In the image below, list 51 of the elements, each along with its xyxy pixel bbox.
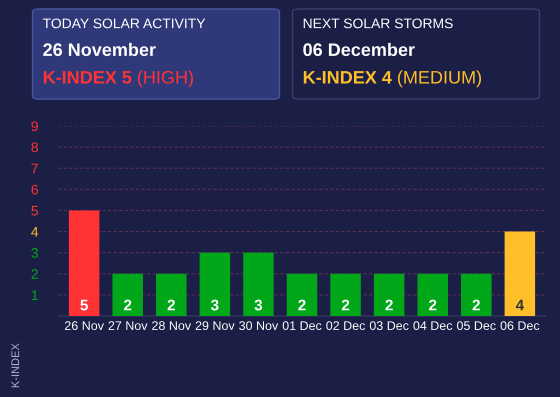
text: 26 November <box>43 42 156 56</box>
bar <box>156 274 187 316</box>
text: K-INDEX 5 <box>44 71 132 84</box>
bar <box>68 210 100 316</box>
bar <box>243 252 274 316</box>
text: NEXT SOLAR STORMS <box>304 18 453 28</box>
data-label: 3 <box>210 300 219 310</box>
y-tick-label: 3 <box>31 248 38 258</box>
x-tick-label: 27 Nov <box>108 321 148 330</box>
x-tick-label: 29 Nov <box>196 321 235 330</box>
y-axis-title: K-INDEX <box>11 343 20 388</box>
bar <box>286 274 318 316</box>
y-tick-label: 5 <box>31 206 38 216</box>
bar <box>461 274 492 316</box>
x-tick-label: 05 Dec <box>456 321 496 330</box>
y-tick-label: 1 <box>32 290 38 300</box>
x-tick-label: 03 Dec <box>370 321 409 330</box>
y-tick-label: 7 <box>32 164 38 174</box>
text: (MEDIUM) <box>398 70 481 88</box>
data-label: 3 <box>254 300 262 310</box>
data-label: 4 <box>516 300 524 310</box>
bar <box>200 252 230 316</box>
text: TODAY SOLAR ACTIVITY <box>42 18 206 28</box>
y-tick-label: 6 <box>32 184 38 195</box>
x-tick-label: 26 Nov <box>64 321 104 330</box>
bar <box>417 274 448 316</box>
data-label: 2 <box>168 300 175 310</box>
data-label: 2 <box>428 300 436 310</box>
x-tick-label: 28 Nov <box>152 321 192 330</box>
data-label: 5 <box>80 300 88 310</box>
data-label: 2 <box>472 300 480 310</box>
y-tick-label: 4 <box>31 227 38 237</box>
y-tick-label: 8 <box>31 142 38 152</box>
y-tick-label: 9 <box>31 121 38 132</box>
bar <box>374 274 404 316</box>
x-tick-label: 06 Dec <box>500 321 540 330</box>
data-label: 2 <box>385 300 393 310</box>
bar <box>504 232 536 316</box>
data-label: 2 <box>124 300 132 310</box>
y-tick-label: 2 <box>32 269 38 279</box>
x-tick-label: 30 Nov <box>239 321 278 330</box>
data-label: 2 <box>298 300 306 310</box>
x-tick-label: 04 Dec <box>413 321 452 330</box>
x-tick-label: 01 Dec <box>282 321 322 330</box>
text: (HIGH) <box>138 70 193 88</box>
bar <box>112 274 143 316</box>
x-tick-label: 02 Dec <box>326 321 366 330</box>
bar <box>330 274 361 316</box>
data-label: 2 <box>342 300 350 310</box>
text: K-INDEX 4 <box>304 71 392 84</box>
text: 06 December <box>303 42 415 56</box>
